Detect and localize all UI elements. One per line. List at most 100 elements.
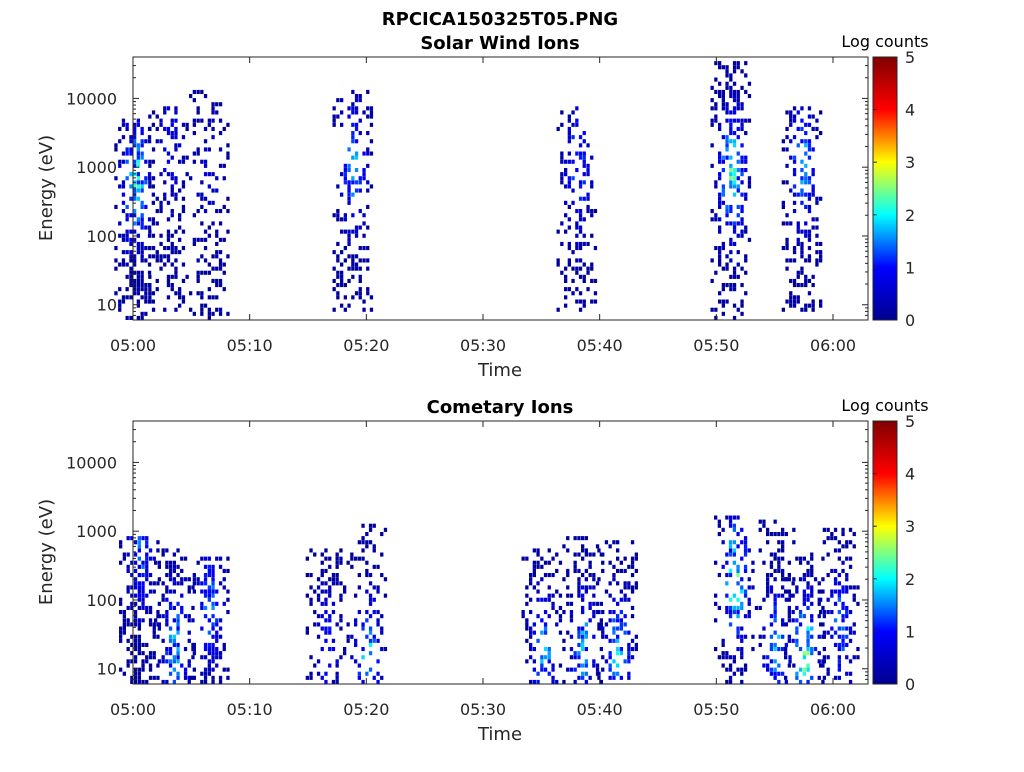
spectrogram-cell — [573, 568, 577, 573]
spectrogram-cell — [569, 655, 574, 660]
spectrogram-cell — [718, 254, 722, 259]
spectrogram-cell — [340, 217, 344, 222]
spectrogram-cell — [740, 601, 744, 606]
spectrogram-cell — [592, 614, 596, 619]
spectrogram-cell — [826, 536, 830, 541]
spectrogram-cell — [144, 225, 148, 230]
spectrogram-cell — [623, 581, 627, 586]
spectrogram-cell — [740, 638, 744, 643]
spectrogram-cell — [366, 258, 370, 263]
spectrogram-cell — [351, 274, 355, 279]
spectrogram-cell — [165, 651, 169, 656]
spectrogram-cell — [795, 630, 799, 635]
spectrogram-cell — [830, 589, 834, 594]
spectrogram-cell — [819, 597, 823, 602]
spectrogram-cell — [536, 564, 540, 569]
spectrogram-cell — [571, 159, 575, 164]
spectrogram-cell — [366, 291, 370, 296]
spectrogram-cell — [740, 159, 744, 164]
spectrogram-cell — [710, 217, 714, 222]
spectrogram-cell — [811, 274, 815, 279]
spectrogram-cell — [578, 241, 583, 246]
spectrogram-cell — [125, 176, 129, 181]
spectrogram-cell — [145, 573, 149, 578]
spectrogram-cell — [577, 630, 581, 635]
spectrogram-cell — [619, 626, 623, 631]
spectrogram-cell — [346, 638, 350, 643]
spectrogram-cell — [729, 237, 733, 242]
spectrogram-cell — [347, 237, 351, 242]
spectrogram-cell — [129, 270, 133, 275]
spectrogram-cell — [347, 147, 351, 152]
spectrogram-cell — [189, 176, 193, 181]
spectrogram-cell — [792, 106, 797, 111]
spectrogram-cell — [357, 573, 361, 578]
spectrogram-cell — [136, 188, 140, 193]
spectrogram-cell — [789, 258, 793, 263]
spectrogram-cell — [807, 204, 812, 209]
spectrogram-cell — [185, 126, 189, 131]
spectrogram-cell — [792, 250, 797, 255]
plot-frame — [132, 420, 869, 685]
spectrogram-cell — [582, 274, 586, 279]
spectrogram-cell — [822, 634, 826, 639]
spectrogram-cell — [192, 118, 196, 123]
spectrogram-cell — [769, 659, 774, 664]
spectrogram-cell — [740, 667, 744, 672]
spectrogram-cell — [316, 659, 321, 664]
spectrogram-cell — [211, 622, 215, 627]
spectrogram-cell — [837, 581, 841, 586]
spectrogram-cell — [366, 163, 370, 168]
spectrogram-cell — [362, 246, 366, 251]
spectrogram-cell — [335, 622, 339, 627]
spectrogram-cell — [130, 536, 134, 541]
spectrogram-cell — [766, 573, 770, 578]
spectrogram-cell — [601, 560, 605, 565]
spectrogram-cell — [564, 172, 568, 177]
spectrogram-cell — [556, 229, 560, 234]
spectrogram-cell — [806, 630, 810, 635]
spectrogram-cell — [336, 270, 340, 275]
spectrogram-cell — [826, 655, 830, 660]
spectrogram-cell — [215, 622, 219, 627]
spectrogram-cell — [789, 122, 793, 127]
spectrogram-cell — [358, 98, 362, 103]
spectrogram-cell — [178, 225, 182, 230]
spectrogram-cell — [174, 229, 178, 234]
spectrogram-cell — [721, 266, 725, 271]
spectrogram-cell — [157, 622, 161, 627]
spectrogram-cell — [732, 229, 737, 234]
spectrogram-cell — [822, 610, 826, 615]
spectrogram-cell — [567, 114, 571, 119]
spectrogram-cell — [148, 246, 152, 251]
spectrogram-cell — [148, 176, 152, 181]
spectrogram-cell — [743, 568, 748, 573]
spectrogram-cell — [758, 634, 762, 639]
spectrogram-cell — [529, 634, 533, 639]
spectrogram-cell — [845, 605, 849, 610]
spectrogram-cell — [590, 262, 594, 267]
spectrogram-cell — [347, 163, 351, 168]
spectrogram-cell — [211, 679, 215, 684]
spectrogram-cell — [183, 614, 188, 619]
spectrogram-cell — [577, 581, 581, 586]
spectrogram-cell — [358, 180, 362, 185]
spectrogram-cell — [340, 303, 344, 308]
spectrogram-cell — [133, 667, 138, 672]
spectrogram-cell — [627, 642, 631, 647]
spectrogram-cell — [769, 585, 774, 590]
spectrogram-cell — [125, 237, 129, 242]
spectrogram-cell — [810, 589, 814, 594]
spectrogram-cell — [569, 610, 574, 615]
spectrogram-cell — [200, 679, 204, 684]
spectrogram-cell — [578, 184, 583, 189]
spectrogram-cell — [211, 266, 215, 271]
spectrogram-cell — [789, 303, 793, 308]
spectrogram-cell — [525, 622, 529, 627]
spectrogram-cell — [581, 548, 585, 553]
spectrogram-cell — [137, 679, 141, 684]
spectrogram-cell — [163, 192, 167, 197]
spectrogram-cell — [740, 605, 744, 610]
spectrogram-cell — [773, 610, 777, 615]
spectrogram-cell — [126, 638, 130, 643]
